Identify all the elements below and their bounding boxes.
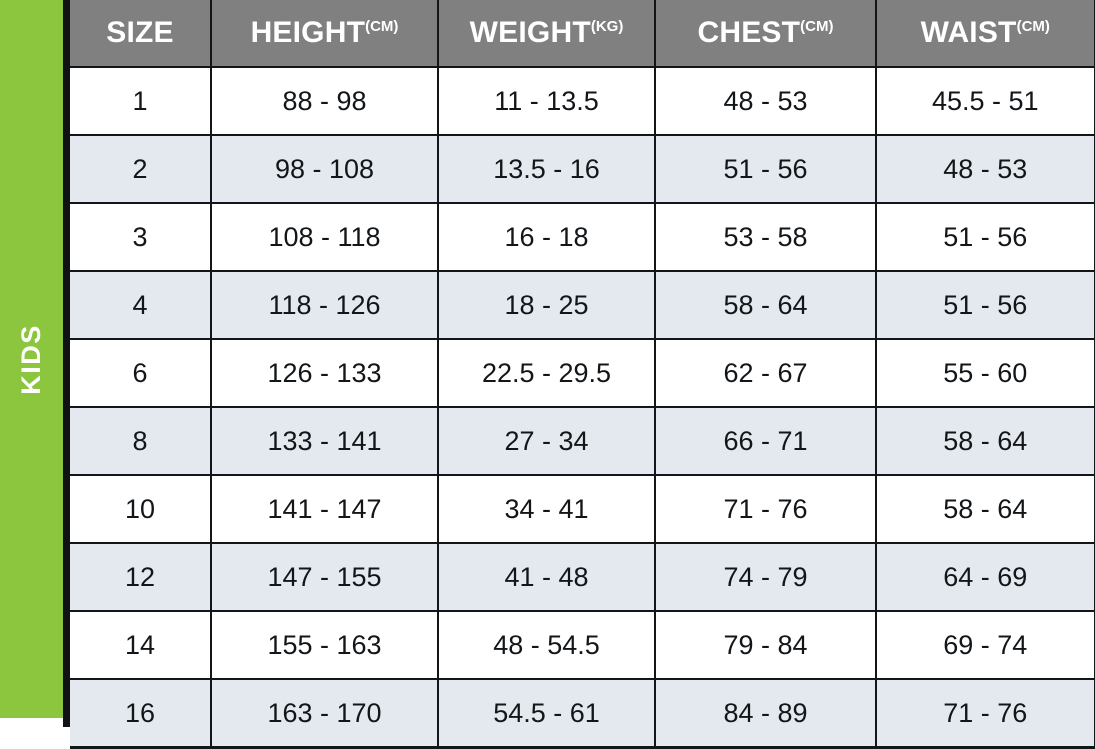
cell-size: 12 — [70, 542, 212, 612]
cell-size: 4 — [70, 270, 212, 340]
cell-waist: 51 - 56 — [875, 202, 1095, 272]
table-row: 16 163 - 170 54.5 - 61 84 - 89 71 - 76 — [70, 678, 1095, 749]
cell-height: 155 - 163 — [210, 610, 439, 680]
column-header-weight-label: WEIGHT — [469, 16, 591, 49]
cell-height: 133 - 141 — [210, 406, 439, 476]
cell-size: 6 — [70, 338, 212, 408]
category-rail: KIDS — [0, 0, 63, 718]
cell-size: 16 — [70, 678, 212, 749]
cell-waist: 48 - 53 — [875, 134, 1095, 204]
cell-waist: 58 - 64 — [875, 406, 1095, 476]
cell-chest: 74 - 79 — [654, 542, 877, 612]
size-table-wrapper: SIZE HEIGHT(CM) WEIGHT(KG) CHEST(CM) WAI… — [70, 0, 1095, 749]
cell-size: 1 — [70, 66, 212, 136]
cell-height: 98 - 108 — [210, 134, 439, 204]
table-row: 8 133 - 141 27 - 34 66 - 71 58 - 64 — [70, 406, 1095, 476]
rail-separator — [63, 0, 70, 727]
column-header-height-label: HEIGHT — [250, 16, 366, 49]
cell-weight: 13.5 - 16 — [437, 134, 656, 204]
cell-chest: 58 - 64 — [654, 270, 877, 340]
cell-waist: 45.5 - 51 — [875, 66, 1095, 136]
category-label: KIDS — [16, 323, 47, 395]
table-header: SIZE HEIGHT(CM) WEIGHT(KG) CHEST(CM) WAI… — [70, 0, 1095, 68]
table-row: 12 147 - 155 41 - 48 74 - 79 64 - 69 — [70, 542, 1095, 612]
column-header-waist-unit: (CM) — [1016, 18, 1050, 35]
table-row: 4 118 - 126 18 - 25 58 - 64 51 - 56 — [70, 270, 1095, 340]
column-header-chest: CHEST(CM) — [654, 0, 877, 68]
table-row: 2 98 - 108 13.5 - 16 51 - 56 48 - 53 — [70, 134, 1095, 204]
table-row: 1 88 - 98 11 - 13.5 48 - 53 45.5 - 51 — [70, 66, 1095, 136]
cell-chest: 51 - 56 — [654, 134, 877, 204]
cell-waist: 58 - 64 — [875, 474, 1095, 544]
table-body: 1 88 - 98 11 - 13.5 48 - 53 45.5 - 51 2 … — [70, 66, 1095, 749]
cell-waist: 64 - 69 — [875, 542, 1095, 612]
column-header-chest-unit: (CM) — [800, 18, 834, 35]
cell-size: 10 — [70, 474, 212, 544]
cell-size: 8 — [70, 406, 212, 476]
cell-weight: 11 - 13.5 — [437, 66, 656, 136]
cell-height: 126 - 133 — [210, 338, 439, 408]
cell-height: 108 - 118 — [210, 202, 439, 272]
cell-weight: 34 - 41 — [437, 474, 656, 544]
table-row: 10 141 - 147 34 - 41 71 - 76 58 - 64 — [70, 474, 1095, 544]
cell-height: 147 - 155 — [210, 542, 439, 612]
cell-height: 163 - 170 — [210, 678, 439, 749]
cell-chest: 71 - 76 — [654, 474, 877, 544]
cell-size: 3 — [70, 202, 212, 272]
column-header-size: SIZE — [70, 0, 212, 68]
cell-weight: 54.5 - 61 — [437, 678, 656, 749]
cell-chest: 66 - 71 — [654, 406, 877, 476]
table-row: 14 155 - 163 48 - 54.5 79 - 84 69 - 74 — [70, 610, 1095, 680]
cell-height: 118 - 126 — [210, 270, 439, 340]
table-row: 6 126 - 133 22.5 - 29.5 62 - 67 55 - 60 — [70, 338, 1095, 408]
cell-waist: 71 - 76 — [875, 678, 1095, 749]
table-header-row: SIZE HEIGHT(CM) WEIGHT(KG) CHEST(CM) WAI… — [70, 0, 1095, 68]
cell-weight: 48 - 54.5 — [437, 610, 656, 680]
cell-size: 2 — [70, 134, 212, 204]
column-header-waist: WAIST(CM) — [875, 0, 1095, 68]
cell-height: 141 - 147 — [210, 474, 439, 544]
cell-weight: 41 - 48 — [437, 542, 656, 612]
column-header-waist-label: WAIST — [920, 16, 1017, 49]
cell-height: 88 - 98 — [210, 66, 439, 136]
column-header-weight-unit: (KG) — [590, 18, 624, 35]
cell-chest: 62 - 67 — [654, 338, 877, 408]
column-header-height-unit: (CM) — [365, 18, 399, 35]
size-table: SIZE HEIGHT(CM) WEIGHT(KG) CHEST(CM) WAI… — [70, 0, 1095, 749]
table-row: 3 108 - 118 16 - 18 53 - 58 51 - 56 — [70, 202, 1095, 272]
column-header-size-label: SIZE — [106, 16, 174, 49]
cell-chest: 79 - 84 — [654, 610, 877, 680]
cell-chest: 53 - 58 — [654, 202, 877, 272]
cell-weight: 27 - 34 — [437, 406, 656, 476]
cell-chest: 48 - 53 — [654, 66, 877, 136]
cell-waist: 69 - 74 — [875, 610, 1095, 680]
cell-waist: 51 - 56 — [875, 270, 1095, 340]
column-header-chest-label: CHEST — [697, 16, 801, 49]
column-header-height: HEIGHT(CM) — [210, 0, 439, 68]
cell-weight: 18 - 25 — [437, 270, 656, 340]
cell-size: 14 — [70, 610, 212, 680]
cell-weight: 16 - 18 — [437, 202, 656, 272]
cell-chest: 84 - 89 — [654, 678, 877, 749]
cell-waist: 55 - 60 — [875, 338, 1095, 408]
cell-weight: 22.5 - 29.5 — [437, 338, 656, 408]
column-header-weight: WEIGHT(KG) — [437, 0, 656, 68]
